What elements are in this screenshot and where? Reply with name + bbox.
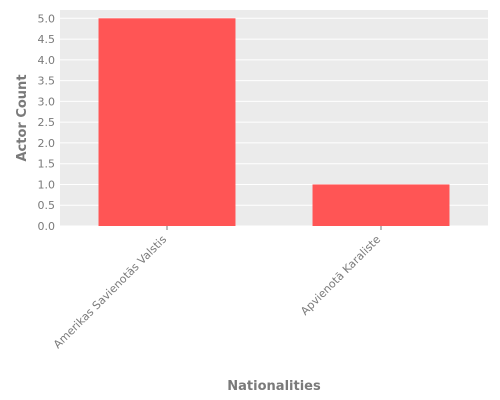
y-axis-ticks: 0.0 0.5 1.0 1.5 2.0 2.5 3.0 3.5 4.0 4.5 5.0	[38, 12, 56, 233]
y-tick-label: 0.5	[38, 199, 56, 212]
y-tick-label: 4.0	[38, 54, 56, 67]
x-axis-ticks: Amerikas Savienotās Valstis Apvienotā Kar…	[51, 226, 383, 351]
bars	[98, 18, 450, 226]
bar	[98, 18, 236, 226]
y-tick-label: 2.0	[38, 137, 56, 150]
y-axis-title: Actor Count	[15, 74, 30, 161]
y-tick-label: 2.5	[38, 116, 56, 129]
y-tick-label: 4.5	[38, 33, 56, 46]
bar	[312, 184, 450, 226]
y-tick-label: 3.5	[38, 75, 56, 88]
y-tick-label: 0.0	[38, 220, 56, 233]
y-tick-label: 5.0	[38, 12, 56, 25]
x-tick-label: Apvienotā Karaliste	[298, 233, 383, 318]
x-tick-label: Amerikas Savienotās Valstis	[51, 233, 169, 351]
y-tick-label: 1.5	[38, 158, 56, 171]
y-tick-label: 3.0	[38, 95, 56, 108]
y-tick-label: 1.0	[38, 178, 56, 191]
x-axis-title: Nationalities	[227, 379, 321, 394]
